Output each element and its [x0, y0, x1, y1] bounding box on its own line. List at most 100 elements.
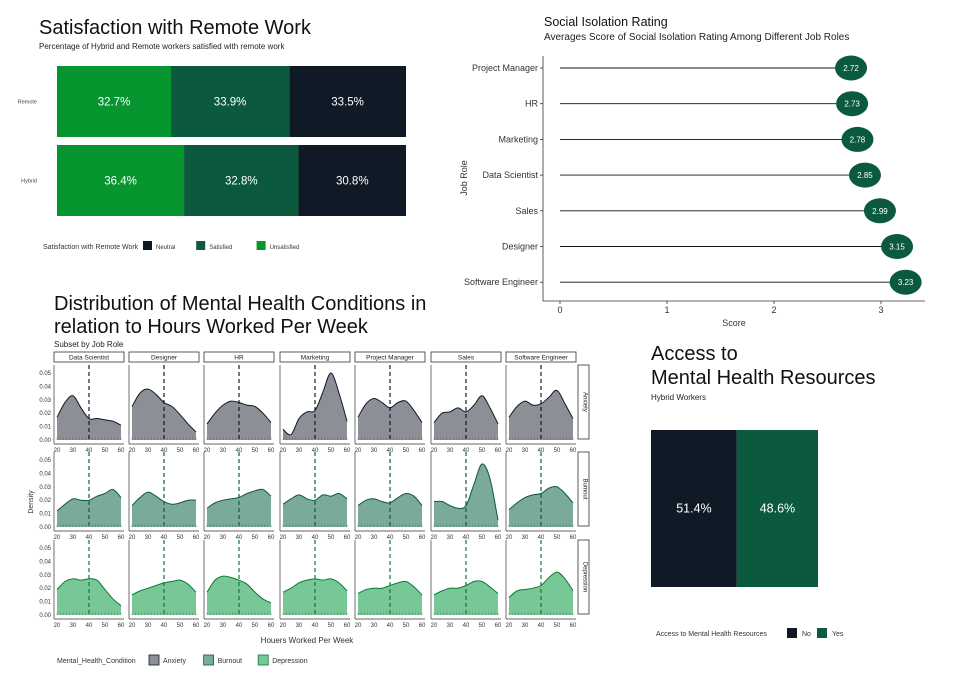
access-title-line1: Access to [651, 343, 738, 365]
density-line-burnout-software-engineer [508, 485, 574, 510]
density-area-anxiety-marketing [283, 372, 347, 440]
isolation-point-marketing [841, 126, 874, 152]
isolation-x-tick-label: 2 [771, 305, 776, 315]
isolation-ylabel: Job Role [459, 160, 469, 196]
facet-x-tick-label: 60 [495, 623, 502, 629]
facet-x-tick-label: 30 [296, 448, 303, 454]
isolation-point-designer [881, 234, 914, 259]
satisfaction-bar-hybrid-satisfied [184, 145, 299, 216]
facet-x-tick-label: 30 [220, 448, 227, 454]
facet-x-tick-label: 40 [387, 535, 394, 541]
facet-x-tick-label: 50 [102, 623, 109, 629]
facet-x-tick-label: 60 [344, 535, 351, 541]
facet-x-tick-label: 30 [145, 535, 152, 541]
facet-strip-label: Designer [151, 355, 178, 362]
facet-x-tick-label: 20 [129, 535, 136, 541]
facet-y-tick-label: 0.01 [39, 425, 51, 431]
distribution-subtitle: Subset by Job Role [54, 340, 124, 349]
satisfaction-bar-remote-satisfied [171, 66, 290, 137]
facet-x-tick-label: 60 [419, 448, 426, 454]
facet-y-tick-label: 0.01 [39, 600, 51, 606]
facet-x-tick-label: 50 [177, 623, 184, 629]
access-bar-label: 51.4% [676, 502, 711, 516]
facet-strip-software-engineer [505, 351, 577, 363]
facet-row-label: Anxiety [582, 392, 588, 412]
density-area-burnout-software-engineer [509, 486, 573, 527]
facet-strip-label: Marketing [301, 355, 330, 362]
density-line-anxiety-data-scientist [56, 395, 122, 426]
facet-x-tick-label: 30 [70, 535, 77, 541]
facet-y-tick-label: 0.05 [39, 371, 51, 377]
facet-x-tick-label: 20 [280, 448, 287, 454]
facet-x-tick-label: 50 [403, 623, 410, 629]
facet-x-tick-label: 30 [371, 623, 378, 629]
facet-x-tick-label: 20 [54, 448, 61, 454]
facet-x-tick-label: 50 [102, 535, 109, 541]
facet-x-tick-label: 30 [296, 535, 303, 541]
facet-x-tick-label: 30 [220, 623, 227, 629]
facet-x-tick-label: 20 [204, 535, 211, 541]
facet-x-tick-label: 50 [328, 623, 335, 629]
distribution-title-line1: Distribution of Mental Health Conditions… [54, 293, 427, 315]
facet-x-tick-label: 30 [447, 448, 454, 454]
facet-x-tick-label: 60 [193, 535, 200, 541]
facet-y-tick-label: 0.04 [39, 559, 51, 565]
facet-x-tick-label: 40 [387, 448, 394, 454]
facet-x-tick-label: 50 [177, 535, 184, 541]
facet-x-tick-label: 20 [129, 623, 136, 629]
facet-x-tick-label: 40 [538, 623, 545, 629]
facet-x-tick-label: 30 [522, 623, 529, 629]
distribution-legend-label: Burnout [218, 658, 243, 665]
density-area-anxiety-project-manager [358, 398, 422, 440]
distribution-chart: Data Scientist Designer HR Marketing Project… [28, 351, 590, 666]
facet-x-tick-label: 40 [236, 535, 243, 541]
access-legend-key-yes [817, 628, 827, 638]
isolation-title: Social Isolation Rating [544, 15, 668, 29]
facet-x-tick-label: 30 [522, 535, 529, 541]
density-line-depression-hr [206, 575, 272, 604]
satisfaction-category-label: Remote [18, 100, 37, 106]
facet-x-tick-label: 50 [252, 623, 259, 629]
isolation-category-label: Data Scientist [482, 170, 538, 180]
access-title-line2: Mental Health Resources [651, 367, 876, 389]
distribution-legend-label: Depression [272, 658, 308, 665]
isolation-x-tick-label: 1 [664, 305, 669, 315]
satisfaction-bar-hybrid-unsatisfied [57, 145, 185, 216]
density-line-burnout-sales [433, 463, 499, 521]
facet-x-tick-label: 30 [145, 623, 152, 629]
facet-y-tick-label: 0.00 [39, 525, 51, 531]
density-area-anxiety-hr [207, 401, 271, 440]
isolation-subtitle: Averages Score of Social Isolation Ratin… [544, 32, 850, 43]
facet-x-tick-label: 20 [280, 623, 287, 629]
facet-x-tick-label: 20 [431, 623, 438, 629]
facet-x-tick-label: 20 [355, 535, 362, 541]
facet-strip-marketing [279, 351, 351, 363]
isolation-category-label: HR [525, 99, 538, 109]
satisfaction-legend-label: Neutral [156, 245, 175, 251]
satisfaction-bar-label: 33.9% [214, 97, 247, 109]
facet-strip-label: HR [234, 355, 244, 362]
satisfaction-legend-label: Satisfied [209, 245, 232, 251]
distribution-legend-key-depression [257, 654, 269, 666]
isolation-xlabel: Score [722, 318, 746, 328]
satisfaction-bar-remote-neutral [289, 66, 406, 137]
density-area-depression-hr [207, 576, 271, 615]
facet-y-tick-label: 0.02 [39, 498, 51, 504]
facet-x-tick-label: 30 [371, 535, 378, 541]
facet-x-tick-label: 20 [204, 623, 211, 629]
isolation-chart: 0 1 2 3 Project Manager 2.72 HR 2.73 Marketing 2.… [459, 55, 925, 328]
facet-x-tick-label: 20 [506, 623, 513, 629]
facet-row-strip-anxiety [577, 364, 590, 440]
facet-x-tick-label: 50 [554, 448, 561, 454]
facet-y-tick-label: 0.03 [39, 573, 51, 579]
facet-x-tick-label: 60 [570, 535, 577, 541]
facet-x-tick-label: 20 [431, 535, 438, 541]
facet-x-tick-label: 50 [479, 535, 486, 541]
satisfaction-subtitle: Percentage of Hybrid and Remote workers … [39, 42, 285, 51]
isolation-category-label: Sales [515, 206, 538, 216]
facet-x-tick-label: 60 [193, 448, 200, 454]
facet-x-tick-label: 30 [447, 623, 454, 629]
satisfaction-legend-key-unsatisfied [256, 241, 266, 250]
isolation-category-label: Project Manager [472, 63, 538, 73]
facet-x-tick-label: 60 [419, 535, 426, 541]
